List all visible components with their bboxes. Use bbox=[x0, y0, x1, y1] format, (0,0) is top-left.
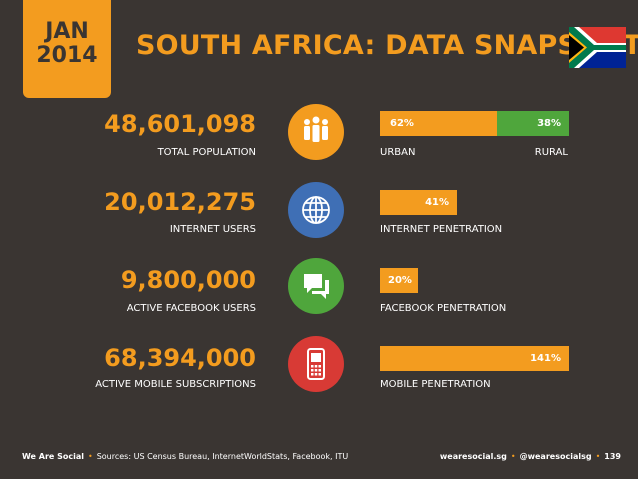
urban-label: URBAN bbox=[380, 147, 416, 158]
footer-page: 139 bbox=[604, 452, 621, 461]
footer-site: wearesocial.sg bbox=[439, 452, 507, 461]
mobile-subscriptions-value: 68,394,000 bbox=[104, 344, 256, 372]
facebook-users-label: ACTIVE FACEBOOK USERS bbox=[126, 303, 256, 314]
rural-bar: 38% bbox=[497, 111, 569, 136]
footer-right: wearesocial.sg • @wearesocialsg • 139 bbox=[439, 452, 621, 461]
footer-handle: @wearesocialsg bbox=[519, 452, 592, 461]
internet-users-value: 20,012,275 bbox=[104, 188, 256, 216]
total-population-value: 48,601,098 bbox=[104, 110, 256, 138]
internet-percent: 41% bbox=[425, 197, 449, 208]
date-month: JAN bbox=[45, 19, 89, 44]
mobile-subscriptions-label: ACTIVE MOBILE SUBSCRIPTIONS bbox=[95, 379, 256, 390]
footer-left: We Are Social • Sources: US Census Bureau,… bbox=[22, 452, 349, 461]
footer-brand: We Are Social bbox=[22, 452, 84, 461]
south-africa-flag-icon bbox=[569, 27, 626, 68]
internet-penetration-bar: 41% bbox=[380, 190, 457, 215]
internet-penetration-label: INTERNET PENETRATION bbox=[380, 224, 503, 235]
total-population-label: TOTAL POPULATION bbox=[157, 147, 256, 158]
facebook-users-value: 9,800,000 bbox=[120, 266, 256, 294]
mobile-penetration-label: MOBILE PENETRATION bbox=[380, 379, 491, 390]
page-title: SOUTH AFRICA: DATA SNAPSHOT bbox=[136, 30, 638, 61]
mobile-phone-icon bbox=[288, 336, 344, 392]
urban-bar: 62% bbox=[380, 111, 497, 136]
population-icon bbox=[288, 104, 344, 160]
rural-percent: 38% bbox=[537, 118, 561, 129]
chat-bubbles-icon bbox=[288, 258, 344, 314]
mobile-percent: 141% bbox=[530, 353, 561, 364]
facebook-penetration-label: FACEBOOK PENETRATION bbox=[380, 303, 507, 314]
mobile-penetration-bar: 141% bbox=[380, 346, 569, 371]
date-tab: JAN 2014 bbox=[23, 0, 111, 98]
internet-users-label: INTERNET USERS bbox=[169, 224, 256, 235]
facebook-percent: 20% bbox=[388, 275, 412, 286]
date-year: 2014 bbox=[36, 43, 98, 68]
footer-sources: Sources: US Census Bureau, InternetWorld… bbox=[96, 452, 349, 461]
facebook-penetration-bar: 20% bbox=[380, 268, 418, 293]
urban-percent: 62% bbox=[390, 118, 414, 129]
rural-label: RURAL bbox=[534, 147, 568, 158]
globe-icon bbox=[288, 182, 344, 238]
